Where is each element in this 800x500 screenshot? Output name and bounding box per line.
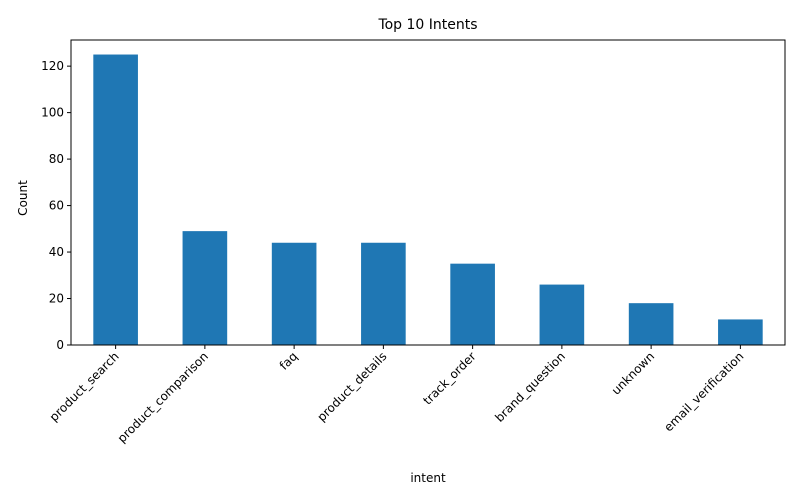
bar-product-comparison (182, 231, 228, 345)
y-tick-label: 60 (49, 199, 64, 213)
bar-faq (271, 242, 317, 345)
y-tick-label: 0 (56, 338, 64, 352)
x-tick-label: track_order (420, 349, 478, 407)
plot-area: 0 20 40 60 80 100 120 product_searchproduct_com… (41, 39, 786, 446)
y-tick-label: 20 (49, 292, 64, 306)
bar-product-details (361, 242, 406, 345)
x-tick-label: brand_question (492, 349, 568, 425)
y-tick-label: 100 (41, 106, 64, 120)
bar-brand-question (539, 284, 585, 345)
bar-track-order (450, 263, 495, 345)
x-tick-label: product_comparison (115, 349, 211, 445)
bar-email-verification (718, 319, 763, 345)
plot-frame (70, 39, 786, 346)
bar-product-search (93, 54, 138, 346)
y-axis-label: Count (16, 180, 30, 216)
y-tick-label: 120 (41, 59, 64, 73)
x-tick-label: product_search (47, 349, 122, 424)
y-tick-label: 40 (49, 245, 64, 259)
x-axis-label: intent (410, 471, 446, 485)
x-tick-label: product_details (314, 349, 389, 424)
y-tick-label: 80 (49, 152, 64, 166)
x-tick-label: email_verification (661, 349, 746, 434)
x-tick-label: faq (277, 349, 300, 372)
chart-title: Top 10 Intents (377, 17, 477, 33)
x-tick-label: unknown (609, 349, 657, 397)
bar-unknown (628, 303, 674, 345)
